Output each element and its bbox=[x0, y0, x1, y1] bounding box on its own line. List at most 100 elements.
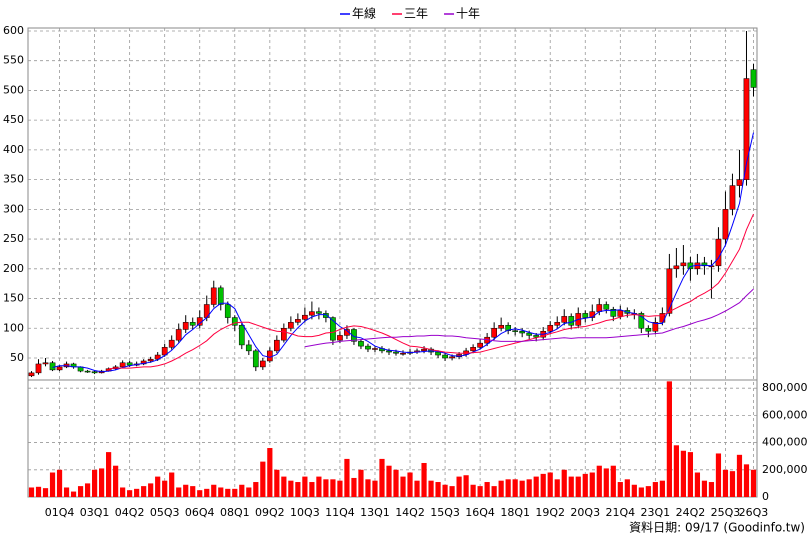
volume-bar bbox=[526, 479, 532, 497]
y-tick-label: 500 bbox=[3, 83, 24, 96]
volume-bar bbox=[225, 488, 231, 497]
x-tick-label: 16Q4 bbox=[465, 506, 495, 519]
candle-body bbox=[715, 238, 722, 267]
candle-body bbox=[147, 358, 154, 362]
volume-bar bbox=[736, 454, 743, 497]
y-tick-label: 450 bbox=[3, 113, 24, 126]
candle-body bbox=[603, 304, 610, 310]
volume-bar bbox=[42, 488, 49, 497]
candle-body bbox=[330, 317, 336, 341]
volume-bar bbox=[512, 479, 518, 497]
candle-body bbox=[729, 185, 736, 210]
volume-bar bbox=[141, 486, 147, 497]
volume-bar bbox=[673, 445, 679, 497]
volume-bar bbox=[91, 469, 98, 497]
candle-body bbox=[533, 335, 540, 338]
candle-body bbox=[252, 350, 259, 368]
volume-bar bbox=[232, 488, 238, 497]
candle-body bbox=[119, 362, 126, 368]
volume-bar bbox=[365, 479, 371, 497]
volume-bar bbox=[722, 469, 729, 497]
candle-body bbox=[652, 322, 659, 332]
y2-tick-label: 400,000 bbox=[762, 436, 808, 449]
y-tick-label: 250 bbox=[3, 232, 24, 245]
candle-body bbox=[386, 350, 392, 353]
volume-bar bbox=[519, 480, 525, 497]
candle-body bbox=[35, 363, 42, 374]
candle-body bbox=[582, 313, 589, 318]
candle-body bbox=[28, 372, 35, 377]
volume-bar bbox=[56, 469, 63, 497]
candle-body bbox=[189, 322, 196, 326]
candle-body bbox=[470, 347, 476, 352]
volume-bar bbox=[70, 491, 77, 497]
volume-bar bbox=[148, 483, 154, 497]
volume-bar bbox=[750, 469, 757, 497]
candle-body bbox=[288, 322, 294, 329]
candle-body bbox=[358, 341, 364, 347]
candle-body bbox=[168, 339, 175, 348]
x-tick-label: 06Q4 bbox=[185, 506, 215, 519]
candle-body bbox=[526, 332, 533, 336]
volume-bar bbox=[715, 453, 722, 497]
volume-bar bbox=[701, 480, 708, 497]
x-tick-label: 13Q1 bbox=[360, 506, 390, 519]
volume-bar bbox=[428, 480, 434, 497]
volume-bar bbox=[309, 482, 315, 497]
volume-bar bbox=[295, 482, 301, 497]
volume-bar bbox=[267, 448, 273, 497]
volume-bar bbox=[470, 484, 476, 497]
x-tick-label: 25Q3 bbox=[711, 506, 741, 519]
volume-bar bbox=[197, 490, 203, 497]
volume-bar bbox=[638, 487, 644, 497]
volume-bar bbox=[183, 484, 189, 497]
x-tick-label: 15Q3 bbox=[430, 506, 460, 519]
candle-body bbox=[722, 209, 729, 240]
y-tick-label: 550 bbox=[3, 54, 24, 67]
volume-bar bbox=[190, 486, 196, 497]
x-tick-label: 11Q4 bbox=[325, 506, 355, 519]
volume-bar bbox=[127, 490, 133, 497]
volume-bar bbox=[610, 465, 616, 497]
candle-body bbox=[154, 354, 161, 360]
volume-bar bbox=[211, 484, 217, 497]
ma-line bbox=[108, 213, 754, 370]
volume-bar bbox=[358, 469, 364, 497]
volume-bar bbox=[645, 486, 651, 497]
volume-bar bbox=[323, 479, 329, 497]
volume-bar bbox=[659, 480, 665, 497]
volume-bar bbox=[351, 477, 357, 497]
y-tick-label: 300 bbox=[3, 202, 24, 215]
volume-bar bbox=[134, 488, 140, 497]
volume-bar bbox=[575, 476, 581, 497]
y2-tick-label: 0 bbox=[762, 490, 769, 503]
y-tick-label: 400 bbox=[3, 143, 24, 156]
candle-body bbox=[302, 314, 308, 320]
candle-body bbox=[259, 360, 266, 368]
volume-bar bbox=[155, 476, 161, 497]
volume-bar bbox=[120, 487, 126, 497]
volume-bar bbox=[288, 480, 294, 497]
volume-bar bbox=[603, 468, 609, 497]
volume-bar bbox=[99, 468, 105, 497]
volume-bar bbox=[106, 452, 112, 497]
volume-bar bbox=[260, 461, 266, 497]
candle-body bbox=[231, 317, 238, 326]
candle-body bbox=[680, 262, 687, 267]
candle-body bbox=[449, 356, 455, 359]
candle-body bbox=[554, 322, 561, 326]
x-tick-label: 10Q3 bbox=[290, 506, 320, 519]
volume-bar bbox=[694, 472, 701, 497]
volume-bar bbox=[666, 381, 672, 497]
volume-bar bbox=[162, 480, 168, 497]
candle-body bbox=[295, 319, 301, 323]
y2-tick-label: 600,000 bbox=[762, 408, 808, 421]
volume-bar bbox=[505, 479, 511, 497]
volume-bar bbox=[246, 487, 252, 497]
volume-bar bbox=[652, 482, 658, 497]
candle-body bbox=[309, 311, 315, 316]
volume-bar bbox=[113, 465, 119, 497]
candle-body bbox=[126, 362, 133, 366]
